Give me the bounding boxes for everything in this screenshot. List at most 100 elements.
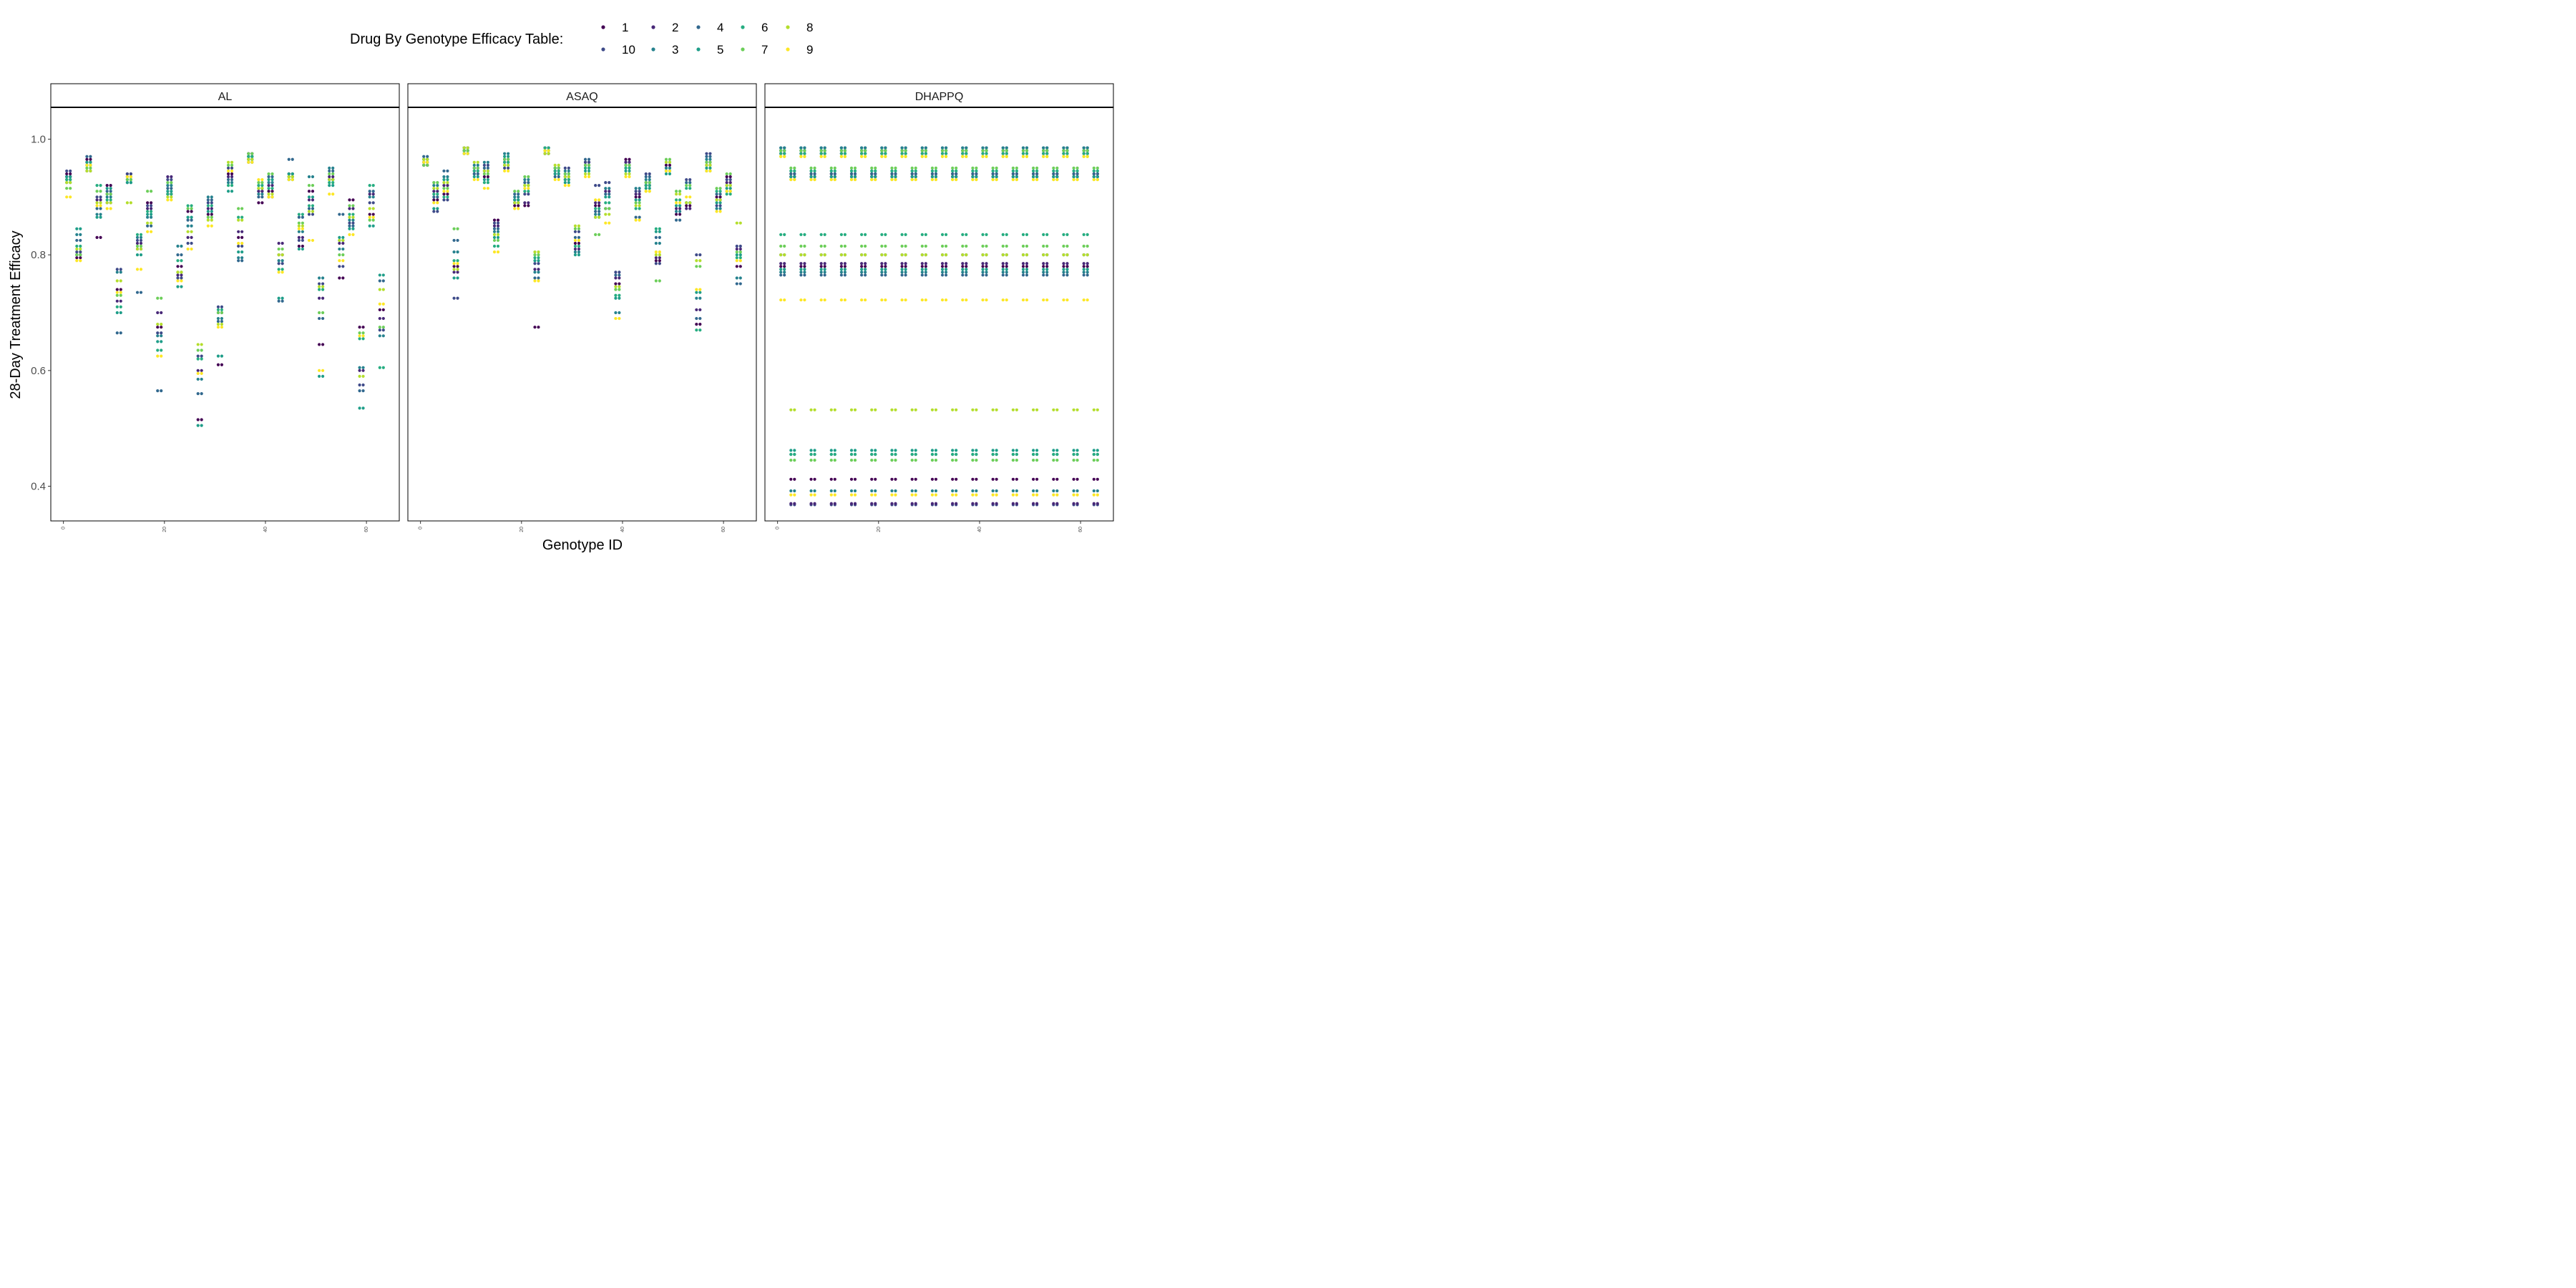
data-point-dot [1082,273,1085,277]
data-point-dot [139,247,143,251]
x-axis-title: Genotype ID [542,537,623,553]
data-point-dot [1001,155,1005,158]
data-point [523,190,530,193]
data-point [553,175,560,179]
data-point [297,238,304,243]
data-point-dot [190,218,193,222]
data-point-dot [799,152,803,155]
data-point-dot [338,247,341,251]
data-point-dot [860,268,864,271]
data-point-dot [1021,152,1025,155]
data-point [1092,172,1099,176]
data-point-dot [624,172,628,176]
data-point-dot [1011,408,1015,411]
data-point-dot [904,298,907,302]
data-point-dot [1092,166,1096,170]
data-point [513,201,520,205]
data-point-dot [965,262,968,265]
data-point-dot [880,146,884,150]
data-point-dot [1052,449,1055,452]
data-point [156,334,163,338]
data-point [422,155,429,158]
data-point-dot [442,180,446,185]
legend-key [601,47,605,52]
data-point-dot [267,172,270,176]
data-point-dot [614,273,618,277]
data-point-dot [995,502,998,505]
data-point-dot [1072,452,1075,457]
data-point [442,175,449,179]
data-point [961,233,968,236]
data-point-dot [809,459,813,462]
data-point-dot [436,201,439,205]
data-point-dot [381,316,385,321]
data-point-dot [1082,233,1085,236]
data-point-dot [930,169,935,173]
data-point [1001,298,1008,302]
data-point-dot [381,334,385,338]
data-point-dot [95,204,99,208]
data-point-dot [237,259,240,263]
data-point [432,207,439,210]
data-point [951,177,958,182]
data-point-dot [961,268,965,271]
data-point [860,265,867,268]
data-point [472,166,479,170]
data-point [503,169,510,173]
data-point-dot [220,354,224,358]
data-point [860,149,867,152]
data-point-dot [638,198,641,202]
data-point-dot [125,172,129,176]
data-point-dot [675,192,678,196]
data-point [583,169,591,173]
data-point-dot [301,224,304,228]
data-point-dot [338,238,341,243]
data-point [267,177,274,182]
data-point-dot [789,169,793,173]
data-point-dot [735,276,738,280]
data-point [900,268,907,271]
data-point-dot [738,259,742,263]
data-point [789,449,796,452]
data-point [644,180,651,185]
data-point-dot [675,218,678,222]
data-point [583,175,591,179]
data-point-dot [557,169,560,173]
data-point [573,250,581,254]
data-point-dot [870,169,874,173]
data-point [226,172,234,176]
data-point-dot [452,262,456,265]
data-point-dot [146,201,150,205]
data-point-dot [176,273,180,277]
data-point-dot [472,172,476,176]
data-point [583,172,591,176]
data-point [452,262,459,265]
data-point-dot [492,227,497,230]
data-point-dot [583,160,587,164]
data-point-dot [685,207,688,210]
data-point-dot [904,233,907,236]
data-point [930,166,938,170]
data-point-dot [920,146,924,150]
data-point [1011,489,1018,493]
data-point [614,296,621,300]
data-point-dot [823,265,826,268]
data-point [604,221,611,225]
data-point-dot [1045,298,1049,302]
data-point-dot [839,273,843,277]
data-point-dot [318,343,321,346]
data-point-dot [718,198,722,202]
data-point-dot [486,169,489,173]
data-point-dot [573,238,577,243]
data-point-dot [779,233,783,236]
data-point [75,250,82,254]
data-point [594,204,601,208]
data-point [594,210,601,213]
data-point-dot [331,169,335,173]
legend-label: 5 [717,43,723,57]
data-point [849,177,857,182]
data-point-dot [675,190,678,193]
data-point [920,244,927,248]
data-point [940,244,948,248]
data-point [829,477,836,481]
